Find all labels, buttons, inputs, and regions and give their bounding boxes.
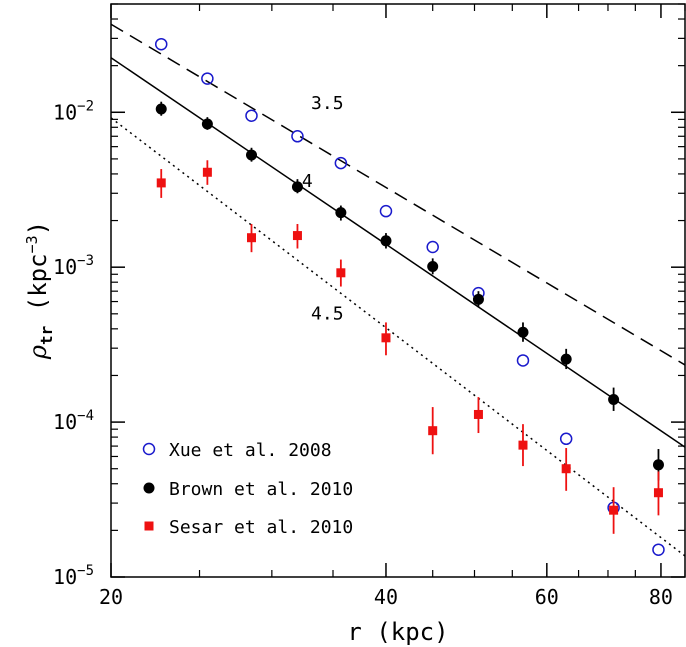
power-law-line-3.5 — [110, 23, 686, 366]
point-sesar — [202, 167, 212, 177]
y-axis-unit-close: ) — [24, 221, 52, 235]
y-axis-gap — [24, 311, 52, 325]
legend-marker-xue — [142, 442, 156, 456]
point-xue — [245, 109, 258, 122]
legend-label-brown: Brown et al. 2010 — [169, 479, 353, 500]
y-tick-label: 10−5 — [53, 563, 94, 589]
point-brown — [560, 353, 572, 365]
point-sesar — [609, 505, 619, 515]
x-tick-label: 80 — [649, 585, 673, 609]
x-tick-label: 20 — [99, 585, 123, 609]
y-axis-title: ρtr (kpc−3) — [23, 221, 56, 360]
y-axis-unit: (kpc — [24, 253, 52, 311]
point-xue — [516, 354, 530, 367]
point-xue — [652, 543, 665, 556]
point-brown — [201, 118, 213, 130]
y-tick-label: 10−3 — [53, 253, 94, 279]
legend-label-xue: Xue et al. 2008 — [169, 440, 332, 461]
point-brown — [517, 326, 529, 338]
x-axis-title: r (kpc) — [347, 618, 448, 646]
legend-label-sesar: Sesar et al. 2010 — [169, 517, 353, 538]
point-sesar — [292, 231, 302, 241]
point-brown — [427, 261, 439, 273]
slope-label: 4 — [302, 171, 313, 192]
point-brown — [335, 207, 347, 219]
point-xue — [426, 240, 439, 254]
y-axis-rho: ρ — [24, 345, 52, 360]
point-brown — [472, 293, 484, 305]
y-tick-label: 10−2 — [53, 98, 94, 124]
slope-labels: 3.5 4 4.5 — [302, 93, 344, 324]
axis-ticks: 10−5 10−4 10−3 10−2 20 40 60 80 — [53, 3, 686, 609]
point-brown — [246, 149, 258, 161]
point-sesar — [428, 426, 438, 436]
data-points — [154, 37, 665, 556]
plot-frame — [110, 3, 686, 578]
point-sesar — [561, 464, 571, 474]
x-tick-label: 60 — [535, 585, 559, 609]
y-axis-sub: tr — [37, 326, 56, 345]
point-sesar — [156, 178, 166, 188]
power-law-line-4 — [110, 57, 686, 448]
x-tick-label: 40 — [374, 585, 398, 609]
point-sesar — [247, 233, 257, 243]
legend-marker-brown — [143, 482, 155, 494]
y-tick-label: 10−4 — [53, 408, 94, 434]
point-xue — [154, 37, 168, 51]
point-sesar — [336, 268, 346, 278]
power-law-line-4.5 — [110, 117, 686, 557]
slope-label: 3.5 — [311, 93, 344, 114]
point-sesar — [381, 333, 391, 343]
point-xue — [379, 204, 393, 218]
point-brown — [608, 393, 620, 405]
point-xue — [559, 432, 573, 446]
power-law-lines — [110, 23, 686, 557]
point-xue — [334, 156, 348, 170]
point-brown — [155, 103, 167, 115]
point-sesar — [653, 488, 663, 498]
point-brown — [291, 181, 303, 193]
point-sesar — [518, 440, 528, 450]
y-axis-unit-exp: −3 — [23, 235, 41, 253]
slope-label: 4.5 — [311, 303, 344, 324]
legend: Xue et al. 2008 Brown et al. 2010 Sesar … — [142, 440, 353, 538]
point-sesar — [473, 409, 483, 419]
point-brown — [380, 235, 392, 247]
point-brown — [652, 459, 664, 471]
legend-marker-sesar — [144, 521, 154, 531]
point-xue — [291, 130, 304, 143]
point-xue — [201, 72, 214, 85]
